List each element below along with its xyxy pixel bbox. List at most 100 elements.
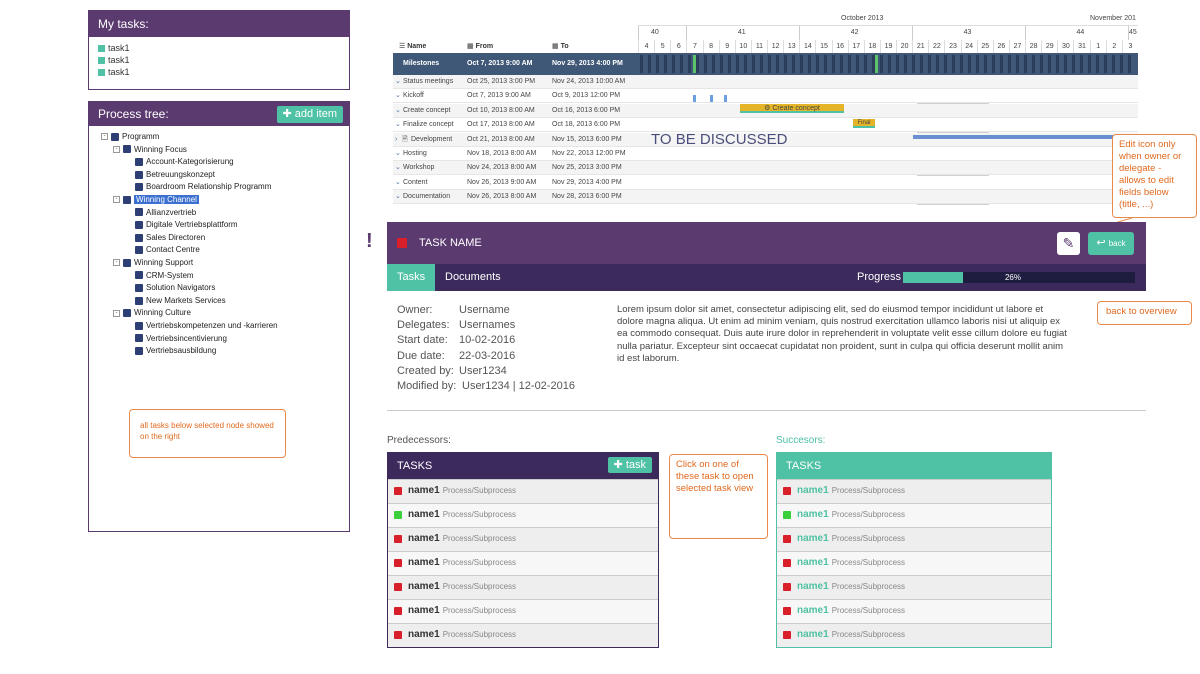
progress-bar: 26%: [903, 272, 1135, 283]
day-tick-label: 11: [750, 40, 767, 53]
expand-chevron-icon[interactable]: ⌄: [395, 150, 401, 157]
task-description: Lorem ipsum dolor sit amet, consectetur …: [617, 304, 1067, 364]
expand-chevron-icon[interactable]: ⌄: [395, 106, 401, 114]
status-dot-icon: [783, 630, 791, 639]
tree-node[interactable]: Solution Navigators: [125, 282, 215, 294]
add-task-button[interactable]: ✚ task: [607, 457, 652, 473]
cube-icon: [135, 233, 143, 242]
back-button[interactable]: ↩ back: [1088, 232, 1134, 255]
task-row[interactable]: name1 Process/Subprocess: [777, 599, 1051, 623]
tree-node[interactable]: Digitale Vertriebsplattform: [125, 219, 238, 231]
expand-chevron-icon[interactable]: ⌄: [395, 121, 401, 129]
collapse-toggle-icon[interactable]: -: [113, 196, 120, 204]
tree-node[interactable]: Sales Directoren: [125, 232, 205, 244]
day-tick-label: 26: [992, 40, 1009, 53]
task-row[interactable]: name1 Process/Subprocess: [388, 623, 658, 647]
development-bar[interactable]: [913, 135, 1138, 139]
kickoff-bar[interactable]: [693, 95, 696, 102]
milestone-tick: [1000, 55, 1003, 73]
tree-node[interactable]: - Winning Channel: [113, 194, 199, 206]
day-tick-label: 13: [783, 40, 799, 53]
tree-node[interactable]: - Winning Focus: [113, 144, 187, 156]
day-tick-label: 30: [1057, 40, 1073, 53]
milestone-tick: [712, 55, 715, 73]
task-row[interactable]: name1 Process/Subprocess: [777, 503, 1051, 527]
my-tasks-panel: My tasks: task1 task1 task1: [88, 10, 350, 90]
expand-chevron-icon[interactable]: ⌄: [395, 164, 401, 172]
task-row[interactable]: name1 Process/Subprocess: [388, 527, 658, 551]
col-name-header[interactable]: ☰ Name: [399, 43, 427, 50]
tree-node[interactable]: - Winning Culture: [113, 307, 191, 319]
tree-node[interactable]: - Programm: [101, 131, 159, 143]
finalize-concept-bar[interactable]: Final: [853, 119, 875, 128]
milestone-tick: [1064, 55, 1067, 73]
collapse-toggle-icon[interactable]: -: [113, 309, 120, 317]
milestone-tick: [928, 55, 931, 73]
tree-node[interactable]: Contact Centre: [125, 244, 200, 256]
tree-node[interactable]: - Winning Support: [113, 257, 193, 269]
milestone-tick: [1128, 55, 1131, 73]
tree-node[interactable]: Vertriebskompetenzen und -karrieren: [125, 320, 278, 332]
task-info: Owner: Username Delegates: Usernames Start d…: [397, 303, 575, 394]
milestone-tick: [880, 55, 883, 73]
task-row[interactable]: name1 Process/Subprocess: [777, 527, 1051, 551]
my-task-item[interactable]: task1: [89, 66, 349, 78]
task-row[interactable]: name1 Process/Subprocess: [388, 551, 658, 575]
task-name: TASK NAME: [419, 237, 482, 249]
task-row[interactable]: name1 Process/Subprocess: [388, 575, 658, 599]
edit-pencil-icon[interactable]: ✎: [1057, 232, 1080, 255]
task-row[interactable]: name1 Process/Subprocess: [388, 599, 658, 623]
tree-node[interactable]: Account-Kategorisierung: [125, 156, 234, 168]
task-square-icon: [98, 45, 105, 53]
milestone-tick: [1080, 55, 1083, 73]
expand-chevron-icon[interactable]: ⌄: [395, 92, 401, 100]
kickoff-bar[interactable]: [724, 95, 727, 102]
collapse-toggle-icon[interactable]: -: [113, 145, 120, 153]
task-row[interactable]: name1 Process/Subprocess: [777, 623, 1051, 647]
click-note: Click on one of these task to open selec…: [669, 454, 768, 539]
milestone-tick: [752, 55, 755, 73]
expand-chevron-icon[interactable]: ⌄: [395, 178, 401, 186]
tree-node[interactable]: New Markets Services: [125, 295, 226, 307]
create-concept-bar[interactable]: ⚙ Create concept: [740, 104, 844, 113]
task-row[interactable]: name1 Process/Subprocess: [777, 575, 1051, 599]
week-label: 40: [638, 26, 686, 40]
tree-node[interactable]: Allianzvertrieb: [125, 207, 196, 219]
task-row[interactable]: name1 Process/Subprocess: [777, 479, 1051, 503]
milestone-marker[interactable]: [693, 55, 696, 73]
gantt-row[interactable]: ⌄ Documentation Nov 26, 2013 8:00 AM Nov 28…: [393, 190, 1138, 205]
document-icon: 🗎: [402, 135, 408, 143]
gantt-row-milestones[interactable]: Milestones Oct 7, 2013 9:00 AM Nov 29, 2…: [393, 53, 638, 75]
tab-documents[interactable]: Documents: [445, 271, 501, 283]
task-row[interactable]: name1 Process/Subprocess: [388, 479, 658, 503]
gantt-row[interactable]: ⌄ Hosting Nov 18, 2013 8:00 AM Nov 22, 2013…: [393, 147, 1138, 161]
expand-chevron-icon[interactable]: ›: [395, 135, 398, 143]
my-task-item[interactable]: task1: [89, 54, 349, 66]
tab-tasks[interactable]: Tasks: [387, 264, 436, 291]
status-dot-icon: [394, 630, 402, 639]
col-to-header[interactable]: ▦ To: [552, 43, 569, 50]
gantt-row[interactable]: ⌄ Workshop Nov 24, 2013 8:00 AM Nov 25, 201…: [393, 161, 1138, 176]
task-row[interactable]: name1 Process/Subprocess: [777, 551, 1051, 575]
task-row[interactable]: name1 Process/Subprocess: [388, 503, 658, 527]
tree-node[interactable]: Vertriebsincentivierung: [125, 333, 227, 345]
gantt-row[interactable]: ⌄ Kickoff Oct 7, 2013 9:00 AM Oct 9, 2013 1…: [393, 89, 1138, 104]
collapse-toggle-icon[interactable]: -: [101, 133, 108, 141]
kickoff-bar[interactable]: [710, 95, 713, 102]
col-from-header[interactable]: ▦ From: [467, 43, 494, 50]
tree-node[interactable]: Boardroom Relationship Programm: [125, 181, 271, 193]
gantt-row[interactable]: ⌄ Finalize concept Oct 17, 2013 8:00 AM Oct…: [393, 118, 1138, 133]
milestone-marker[interactable]: [875, 55, 878, 73]
expand-chevron-icon[interactable]: ⌄: [395, 78, 401, 85]
gantt-row[interactable]: ⌄ Content Nov 26, 2013 9:00 AM Nov 29, 2013…: [393, 175, 1138, 190]
gantt-row[interactable]: ⌄ Status meetings Oct 25, 2013 3:00 PM Nov …: [393, 75, 1138, 89]
my-task-item[interactable]: task1: [89, 42, 349, 54]
milestone-tick: [736, 55, 739, 73]
collapse-toggle-icon[interactable]: -: [113, 259, 120, 267]
tree-node[interactable]: Vertriebsausbildung: [125, 345, 216, 357]
tree-node[interactable]: Betreuungskonzept: [125, 169, 215, 181]
tree-node[interactable]: CRM-System: [125, 270, 194, 282]
add-item-button[interactable]: ✚ add item: [276, 106, 343, 123]
milestone-tick: [952, 55, 955, 73]
expand-chevron-icon[interactable]: ⌄: [395, 193, 401, 201]
